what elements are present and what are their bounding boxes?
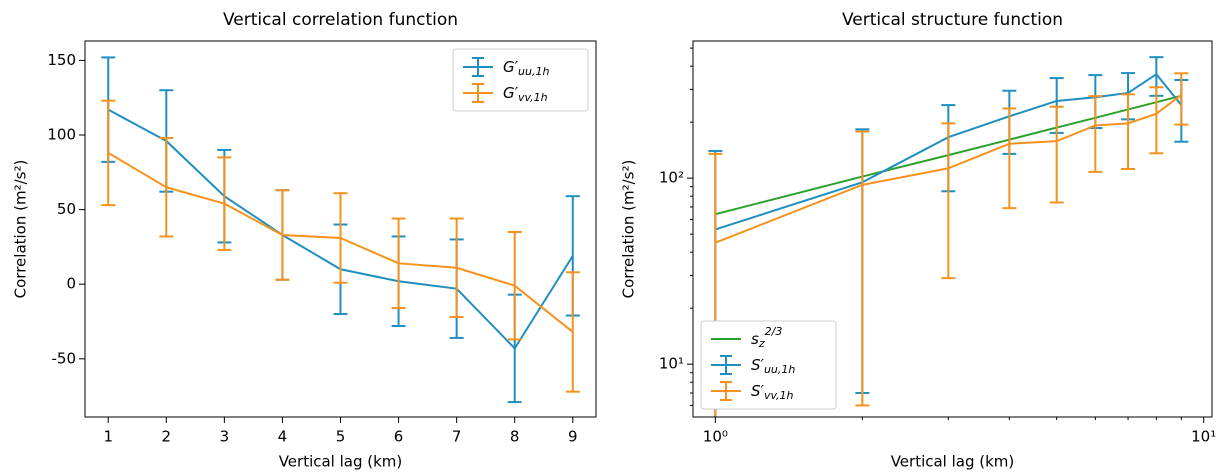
legend-label: S′vv,1h bbox=[751, 382, 794, 403]
y-tick-label: 50 bbox=[57, 200, 76, 218]
x-tick-label: 4 bbox=[278, 428, 288, 446]
chart-title: Vertical structure function bbox=[842, 10, 1063, 30]
chart-title: Vertical correlation function bbox=[223, 10, 458, 30]
x-tick-label: 7 bbox=[452, 428, 462, 446]
axes-frame bbox=[692, 40, 1213, 418]
y-axis-label: Correlation (m²/s²) bbox=[12, 160, 30, 299]
x-tick-label: 2 bbox=[162, 428, 172, 446]
y-tick-label: 10¹ bbox=[659, 355, 684, 373]
x-tick-label: 3 bbox=[220, 428, 230, 446]
legend-box bbox=[452, 48, 589, 112]
series-line bbox=[107, 152, 574, 333]
plot-area bbox=[101, 56, 580, 404]
x-tick-label: 10⁰ bbox=[703, 428, 728, 446]
legend-label: G′vv,1h bbox=[503, 84, 548, 105]
x-axis-label: Vertical lag (km) bbox=[279, 453, 403, 471]
x-tick-label: 1 bbox=[103, 428, 113, 446]
x-tick-label: 8 bbox=[510, 428, 520, 446]
y-axis-label: Correlation (m²/s²) bbox=[620, 160, 638, 299]
x-tick-label: 9 bbox=[568, 428, 578, 446]
legend-label: sz2/3 bbox=[751, 325, 782, 350]
axes-frame bbox=[84, 40, 597, 418]
x-axis-label: Vertical lag (km) bbox=[891, 453, 1015, 471]
series-line bbox=[714, 94, 1182, 244]
plot-area bbox=[708, 56, 1189, 417]
y-tick-label: -50 bbox=[52, 349, 77, 367]
legend-label: S′uu,1h bbox=[751, 356, 795, 377]
y-tick-label: 0 bbox=[66, 275, 76, 293]
x-tick-label: 10¹ bbox=[1191, 428, 1216, 446]
x-tick-label: 5 bbox=[336, 428, 346, 446]
legend-box bbox=[700, 320, 837, 410]
x-tick-label: 6 bbox=[394, 428, 404, 446]
series-line bbox=[715, 72, 1183, 231]
y-tick-label: 150 bbox=[47, 51, 76, 69]
y-tick-label: 100 bbox=[47, 126, 76, 144]
y-tick-label: 10² bbox=[659, 169, 684, 187]
legend-label: G′uu,1h bbox=[503, 58, 549, 79]
